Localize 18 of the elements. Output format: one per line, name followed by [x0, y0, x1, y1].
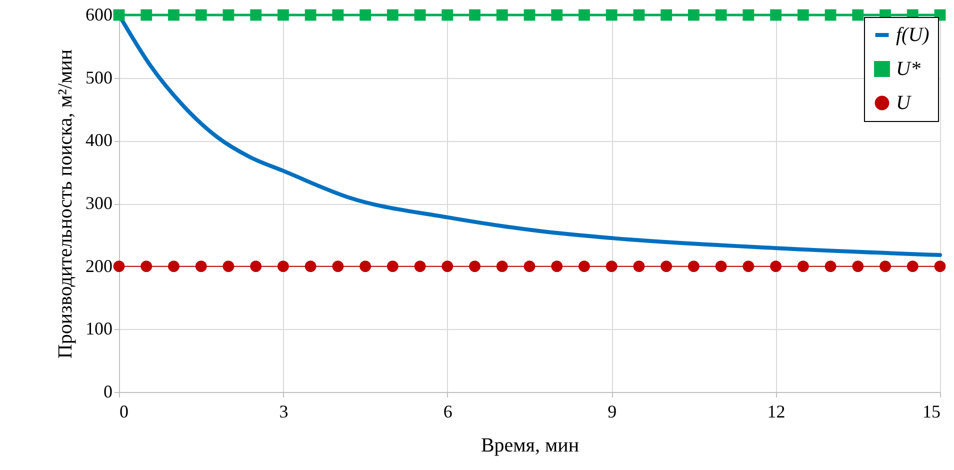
legend-label: f(U) [896, 24, 930, 46]
x-tick-label: 0 [120, 402, 128, 422]
x-tick-label: 12 [767, 402, 786, 422]
y-tick-label: 500 [86, 67, 112, 88]
y-tick-label: 100 [86, 318, 112, 339]
y-tick-label: 600 [86, 4, 112, 24]
x-tick-label: 15 [922, 402, 940, 422]
y-tick-label: 200 [86, 256, 112, 276]
x-tick-label: 3 [279, 402, 288, 422]
legend-label: U [896, 92, 912, 114]
x-axis-title: Время, мин [480, 434, 580, 456]
y-axis-title: Производительность поиска, м²/мин [54, 49, 76, 359]
legend-label: U* [896, 58, 920, 80]
y-tick-label: 300 [86, 193, 112, 213]
x-tick-label: 6 [443, 402, 452, 422]
y-tick-label: 400 [86, 130, 112, 150]
y-tick-label: 0 [104, 382, 112, 402]
x-tick-label: 9 [608, 402, 617, 422]
